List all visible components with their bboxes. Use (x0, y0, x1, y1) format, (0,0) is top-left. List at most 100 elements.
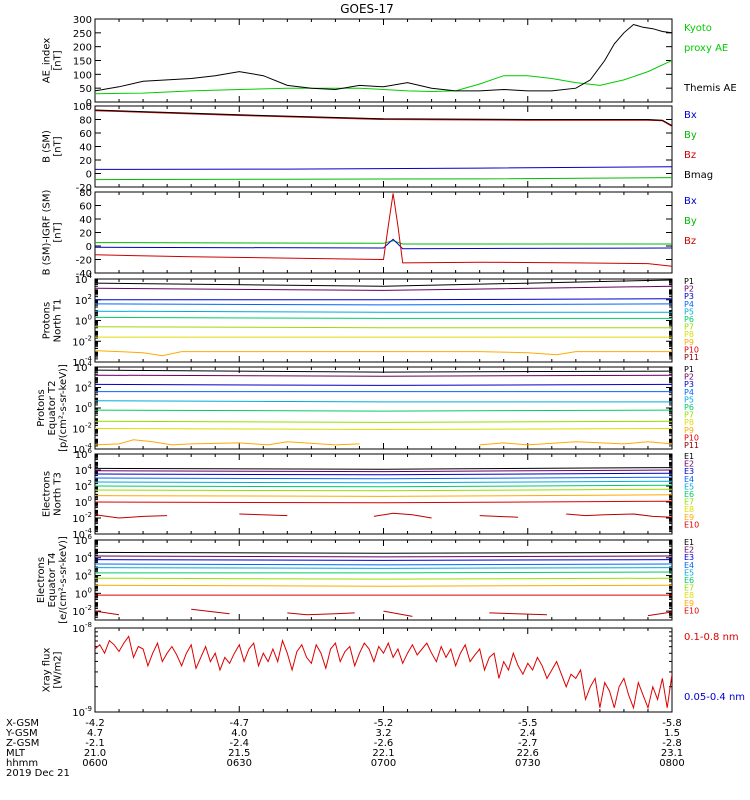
series-line (95, 303, 672, 306)
series-line (95, 563, 672, 566)
legend-entry: E8 (684, 591, 694, 600)
legend-entry: Themis AE (683, 83, 737, 94)
series-line (95, 279, 672, 287)
y-tick-label: 60 (79, 202, 92, 213)
legend-entry: E9 (684, 599, 694, 608)
footer-value: -5.2 (374, 718, 394, 729)
panel-frame (94, 278, 673, 363)
y-axis-label: Xray flux (42, 648, 53, 693)
series-line (95, 110, 672, 127)
footer-value: -2.6 (374, 738, 394, 749)
footer-value: -5.5 (518, 718, 538, 729)
y-axis-label: Equator T4 (47, 553, 58, 608)
legend-entry: P9 (684, 338, 694, 347)
legend-entry: P5 (684, 307, 694, 316)
series-line (95, 555, 672, 558)
series-line (95, 238, 672, 250)
series-line (95, 310, 672, 313)
y-tick-label: 106 (75, 533, 93, 547)
y-tick-label: 300 (73, 15, 92, 26)
y-tick-exponent: -9 (85, 705, 92, 713)
y-tick-label: -40 (76, 269, 92, 280)
panel-1: 300 250 200 150 100 50 0 AE_index [nT] Kyoto proxy… (42, 15, 737, 109)
y-tick-exponent: 0 (88, 586, 92, 594)
y-tick-exponent: 4 (88, 551, 93, 559)
series-line (95, 109, 672, 127)
legend-entry: By (684, 216, 697, 227)
y-tick-label: 10-4 (72, 442, 92, 456)
y-tick-exponent: -4 (85, 355, 93, 363)
legend-entry: P6 (684, 403, 694, 412)
footer-value: 21.5 (228, 748, 250, 759)
y-tick-label: 100 (75, 495, 92, 509)
y-tick-exponent: 2 (88, 479, 92, 487)
footer-row-label: X-GSM (6, 718, 39, 729)
y-tick-base: 10 (75, 384, 88, 395)
legend-entry: Bx (684, 196, 697, 207)
y-tick-exponent: 2 (88, 293, 92, 301)
y-tick-label: -20 (76, 256, 92, 267)
y-tick-base: 10 (75, 554, 88, 565)
series-line (95, 584, 672, 587)
y-axis-label: [p/(cm²-s-sr-keV)] (58, 364, 69, 452)
legend-entry: E4 (684, 561, 694, 570)
footer-value: -4.7 (229, 718, 249, 729)
series-line (95, 484, 672, 488)
y-tick-base: 10 (75, 482, 88, 493)
legend-entry: P2 (684, 285, 694, 294)
legend-entry: E7 (684, 584, 694, 593)
series-line (95, 488, 672, 492)
series-line (95, 374, 672, 377)
y-tick-label: 102 (75, 479, 92, 493)
y-tick-exponent: 6 (88, 533, 93, 541)
footer-value: 0630 (227, 758, 252, 769)
legend-entry: E2 (684, 546, 694, 555)
footer-value: 2.4 (520, 728, 536, 739)
legend-entry: 0.05-0.4 nm (684, 692, 745, 703)
ephemeris-footer: X-GSM -4.2 -4.7 -5.2 -5.5 -5.8 Y-GSM 4.7 4.0 3.2 2… (5, 718, 685, 779)
series-line (95, 551, 672, 554)
series-line (95, 476, 672, 480)
y-tick-exponent: -4 (85, 442, 93, 450)
series-line (489, 612, 548, 616)
series-line (647, 611, 672, 617)
y-tick-label: 104 (75, 272, 93, 286)
footer-row-label: Y-GSM (5, 728, 38, 739)
legend-entry: P3 (684, 292, 694, 301)
y-tick-label: 10-2 (72, 334, 92, 348)
y-axis-label: [nT] (53, 136, 64, 156)
y-tick-base: 10 (72, 607, 85, 618)
y-tick-exponent: 6 (88, 447, 93, 455)
legend-entry: P10 (684, 433, 699, 442)
y-tick-exponent: 4 (88, 272, 93, 280)
panel-frame (94, 191, 673, 274)
footer-value: 0600 (82, 758, 107, 769)
series-line (95, 428, 672, 431)
y-tick-label: 150 (73, 57, 92, 68)
legend-entry: E3 (684, 467, 694, 476)
footer-row-label: MLT (6, 748, 26, 759)
legend-entry: Bx (684, 110, 697, 121)
y-tick-label: -20 (76, 183, 92, 194)
series-line (95, 23, 672, 92)
y-tick-base: 10 (75, 536, 88, 547)
series-line (95, 350, 672, 357)
y-tick-label: 104 (75, 551, 93, 565)
legend-entry: P10 (684, 345, 699, 354)
y-axis-label: AE_index (42, 38, 53, 84)
y-tick-label: 10-2 (72, 511, 92, 525)
y-tick-label: 100 (75, 401, 92, 415)
series-line (95, 469, 672, 473)
y-tick-label: 106 (75, 447, 93, 461)
series-line (95, 472, 672, 476)
y-axis-label: [W/m2] (53, 651, 64, 688)
legend-entry: By (684, 130, 697, 141)
plot-title: GOES-17 (340, 2, 394, 16)
y-tick-exponent: -2 (85, 422, 92, 430)
legend-entry: P11 (684, 441, 699, 450)
series-line (95, 420, 672, 423)
y-tick-base: 10 (75, 296, 88, 307)
y-tick-label: 0 (86, 98, 92, 109)
